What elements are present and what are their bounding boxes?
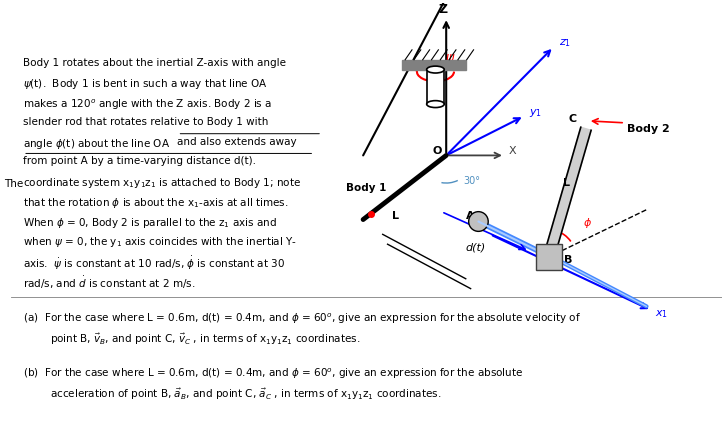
Text: Body 1 rotates about the inertial Z-axis with angle: Body 1 rotates about the inertial Z-axis… [23,58,286,67]
Text: angle $\phi$(t) about the line OA: angle $\phi$(t) about the line OA [23,136,170,150]
Text: $y_1$: $y_1$ [529,107,542,119]
Text: The: The [4,179,23,189]
Text: Body 1: Body 1 [345,183,386,193]
Text: Z: Z [438,4,448,16]
Text: $\psi$: $\psi$ [445,52,456,66]
Polygon shape [544,128,591,259]
Text: when $\psi$ = 0, the y$_1$ axis coincides with the inertial Y-: when $\psi$ = 0, the y$_1$ axis coincide… [23,235,297,249]
Text: L: L [393,210,399,220]
Text: C: C [569,113,577,124]
Bar [536,245,561,270]
Text: slender rod that rotates relative to Body 1 with: slender rod that rotates relative to Bod… [23,117,268,127]
Text: X: X [509,146,516,156]
Text: $z_1$: $z_1$ [558,37,571,49]
Text: point B, $\vec{v}_B$, and point C, $\vec{v}_C$ , in terms of x$_1$y$_1$z$_1$ coo: point B, $\vec{v}_B$, and point C, $\vec… [50,330,361,346]
Text: L: L [563,177,571,187]
Text: 30°: 30° [464,176,481,186]
Ellipse shape [427,102,444,108]
Text: Body 2: Body 2 [627,124,670,134]
Text: rad/s, and $\dot{d}$ is constant at 2 m/s.: rad/s, and $\dot{d}$ is constant at 2 m/… [23,274,196,290]
Text: axis.  $\dot{\psi}$ is constant at 10 rad/s, $\dot{\phi}$ is constant at 30: axis. $\dot{\psi}$ is constant at 10 rad… [23,254,285,272]
Bar [427,71,444,105]
Text: d(t): d(t) [466,242,486,251]
Bar [402,60,466,71]
Text: makes a 120$^o$ angle with the Z axis. Body 2 is a: makes a 120$^o$ angle with the Z axis. B… [23,97,272,111]
Text: coordinate system x$_1$y$_1$z$_1$ is attached to Body 1; note: coordinate system x$_1$y$_1$z$_1$ is att… [23,176,301,190]
Text: O: O [433,146,442,156]
Text: (b)  For the case where L = 0.6m, d(t) = 0.4m, and $\phi$ = 60$^o$, give an expr: (b) For the case where L = 0.6m, d(t) = … [23,366,523,380]
Text: acceleration of point B, $\vec{a}_B$, and point C, $\vec{a}_C$ , in terms of x$_: acceleration of point B, $\vec{a}_B$, an… [50,385,442,401]
Circle shape [469,212,489,232]
Text: $\psi$(t).  Body 1 is bent in such a way that line OA: $\psi$(t). Body 1 is bent in such a way … [23,77,268,91]
Text: A: A [466,210,474,220]
Ellipse shape [427,67,444,74]
Text: (a)  For the case where L = 0.6m, d(t) = 0.4m, and $\phi$ = 60$^o$, give an expr: (a) For the case where L = 0.6m, d(t) = … [23,311,581,325]
Text: B: B [564,254,573,265]
Text: and also extends away: and also extends away [177,136,297,146]
Text: $\phi$: $\phi$ [583,216,592,230]
Text: When $\phi$ = 0, Body 2 is parallel to the z$_1$ axis and: When $\phi$ = 0, Body 2 is parallel to t… [23,215,277,229]
Text: from point A by a time-varying distance d(t).: from point A by a time-varying distance … [23,156,256,166]
Text: that the rotation $\phi$ is about the x$_1$-axis at all times.: that the rotation $\phi$ is about the x$… [23,195,289,209]
Text: $x_1$: $x_1$ [655,307,668,319]
